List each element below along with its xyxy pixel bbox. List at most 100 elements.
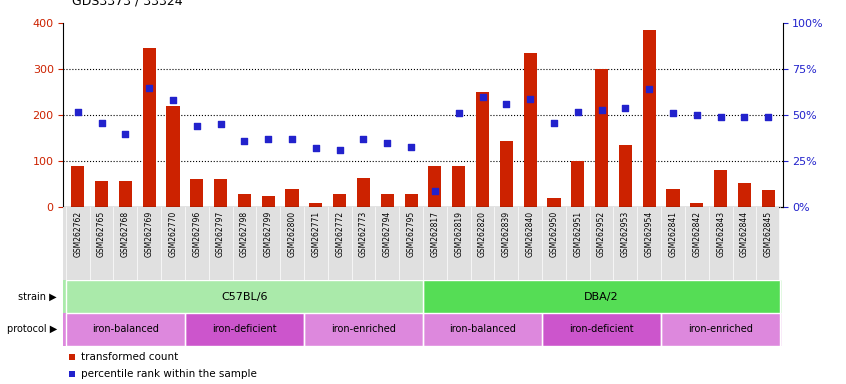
Text: GSM262844: GSM262844 (740, 211, 749, 257)
Text: iron-balanced: iron-balanced (92, 324, 159, 334)
Point (261, 136, 275, 142)
Point (332, 147, 346, 153)
Text: iron-enriched: iron-enriched (331, 324, 396, 334)
Text: GSM262953: GSM262953 (621, 211, 630, 257)
Bar (423, 313, 542, 346)
Bar (214, 179, 228, 207)
Text: C57BL/6: C57BL/6 (221, 291, 267, 302)
Bar (95, 180, 108, 207)
Bar (423, 280, 780, 313)
Bar (118, 180, 132, 207)
Point (495, 275, 508, 281)
Bar (185, 313, 304, 346)
Text: GSM262841: GSM262841 (668, 211, 678, 257)
Bar (452, 166, 465, 207)
Point (214, 121, 228, 127)
Point (71, 108, 85, 114)
Bar (595, 69, 608, 207)
Point (166, 98, 179, 104)
Bar (167, 106, 179, 207)
Point (690, 112, 704, 118)
Text: GSM262762: GSM262762 (74, 211, 82, 257)
Bar (547, 198, 561, 207)
Text: protocol ▶: protocol ▶ (7, 324, 57, 334)
Bar (761, 190, 775, 207)
Bar (661, 313, 780, 346)
Bar (423, 280, 780, 313)
Bar (618, 145, 632, 207)
Bar (66, 280, 423, 313)
Bar (643, 30, 656, 207)
Point (452, 110, 465, 116)
Point (404, 144, 418, 150)
Text: GSM262768: GSM262768 (121, 211, 129, 257)
Bar (423, 313, 542, 346)
Bar (190, 179, 203, 207)
Text: percentile rank within the sample: percentile rank within the sample (81, 369, 257, 379)
Text: strain ▶: strain ▶ (19, 291, 57, 302)
Text: GSM262817: GSM262817 (431, 211, 439, 257)
Text: GSM262771: GSM262771 (311, 211, 321, 257)
Text: GSM262794: GSM262794 (382, 211, 392, 257)
Point (595, 107, 608, 113)
Point (381, 140, 394, 146)
Bar (304, 313, 423, 346)
Text: GSM262820: GSM262820 (478, 211, 487, 257)
Text: GSM262796: GSM262796 (192, 211, 201, 257)
Bar (310, 203, 322, 207)
Bar (524, 53, 536, 207)
Text: GSM262770: GSM262770 (168, 211, 178, 257)
Point (524, 96, 537, 102)
Bar (143, 48, 156, 207)
Text: iron-deficient: iron-deficient (569, 324, 634, 334)
Point (667, 110, 680, 116)
Text: GSM262951: GSM262951 (574, 211, 582, 257)
Text: GSM262950: GSM262950 (549, 211, 558, 257)
Text: GSM262795: GSM262795 (407, 211, 415, 257)
Point (618, 105, 632, 111)
Point (190, 123, 204, 129)
Point (118, 131, 132, 137)
Text: GSM262842: GSM262842 (692, 211, 701, 257)
Text: GSM262840: GSM262840 (525, 211, 535, 257)
Point (95, 119, 108, 126)
Bar (285, 189, 299, 207)
Text: GSM262772: GSM262772 (335, 211, 344, 257)
Bar (404, 194, 418, 207)
Point (547, 119, 561, 126)
Point (238, 138, 251, 144)
Point (357, 136, 371, 142)
Text: GSM262765: GSM262765 (97, 211, 106, 257)
Bar (476, 92, 489, 207)
Bar (500, 141, 513, 207)
Text: GSM262954: GSM262954 (645, 211, 654, 257)
Point (714, 114, 728, 120)
Text: GSM262952: GSM262952 (597, 211, 606, 257)
Text: iron-enriched: iron-enriched (688, 324, 753, 334)
Bar (357, 178, 370, 207)
Point (142, 84, 156, 91)
Point (495, 118, 508, 124)
Text: GSM262773: GSM262773 (359, 211, 368, 257)
Bar (542, 313, 661, 346)
Text: GSM262845: GSM262845 (764, 211, 772, 257)
Point (738, 114, 751, 120)
Bar (333, 194, 346, 207)
Text: GSM262797: GSM262797 (216, 211, 225, 257)
Text: iron-deficient: iron-deficient (212, 324, 277, 334)
Text: GSM262800: GSM262800 (288, 211, 297, 257)
Point (428, 188, 442, 194)
Text: GSM262819: GSM262819 (454, 211, 464, 257)
Bar (571, 161, 585, 207)
Bar (261, 196, 275, 207)
Bar (185, 313, 304, 346)
Bar (71, 166, 85, 207)
Text: GDS3373 / 33324: GDS3373 / 33324 (72, 0, 183, 8)
Text: DBA/2: DBA/2 (585, 291, 619, 302)
Bar (238, 194, 251, 207)
Point (475, 94, 489, 100)
Point (571, 108, 585, 114)
Point (285, 136, 299, 142)
Point (761, 114, 775, 120)
Bar (661, 313, 780, 346)
